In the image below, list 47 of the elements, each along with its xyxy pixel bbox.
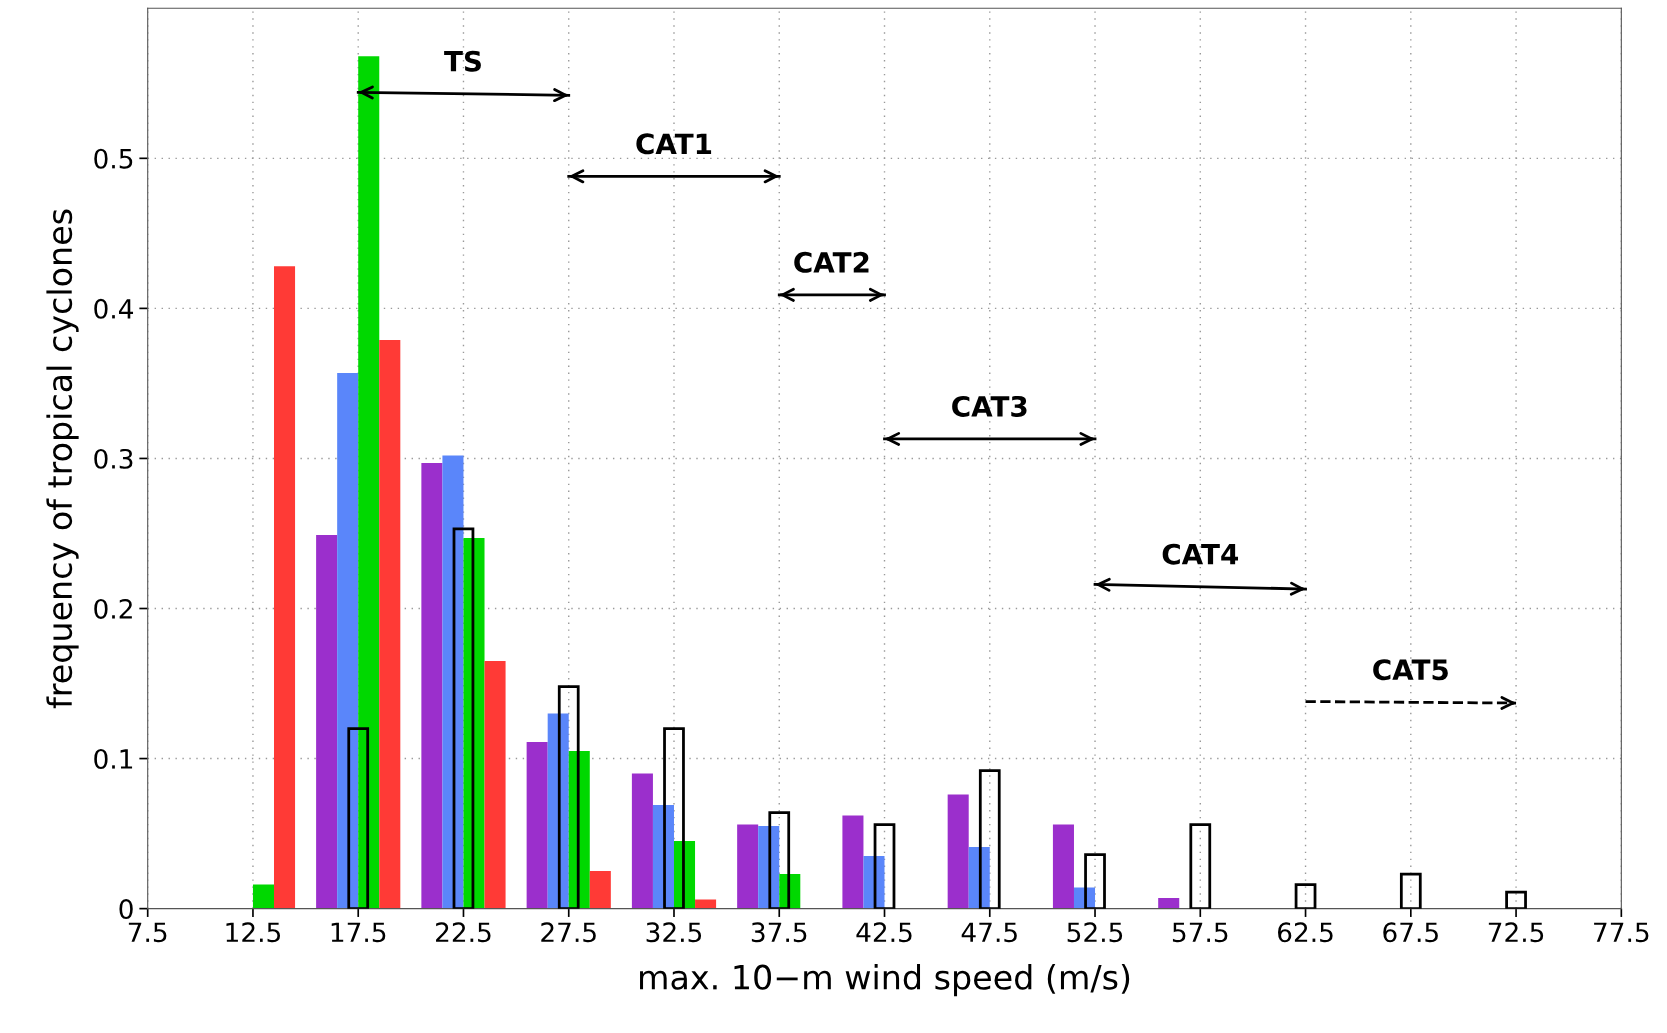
x-tick-label: 42.5 (856, 922, 912, 943)
y-tick-label: 0 (119, 899, 133, 920)
annotation: CAT3 (952, 395, 1027, 417)
y-tick-label: 0.5 (94, 148, 133, 169)
annotation: TS (444, 50, 481, 72)
annotation: CAT4 (1162, 543, 1239, 565)
bar (1158, 898, 1180, 909)
bar (526, 742, 548, 909)
x-tick-label: 22.5 (436, 922, 491, 943)
bar (947, 794, 969, 909)
bar (421, 462, 443, 909)
x-tick-label: 47.5 (961, 922, 1017, 943)
x-tick-label: 32.5 (646, 922, 702, 943)
annotation: CAT1 (636, 133, 712, 155)
bar (442, 455, 464, 909)
bar (1052, 824, 1074, 909)
x-tick-label: 12.5 (226, 922, 281, 943)
bar (589, 871, 611, 909)
x-tick-label: 57.5 (1172, 922, 1228, 943)
bar (842, 815, 864, 909)
x-tick-label: 62.5 (1278, 922, 1333, 943)
x-tick-label: 52.5 (1067, 922, 1123, 943)
bar (631, 773, 653, 909)
bar (252, 884, 275, 909)
bar (274, 266, 296, 909)
y-tick-label: 0.4 (94, 298, 134, 319)
y-tick-label: 0.2 (94, 598, 132, 619)
bar (316, 534, 338, 909)
bar (358, 56, 380, 909)
x-tick-label: 37.5 (751, 922, 807, 943)
x-tick-label: 77.5 (1594, 922, 1649, 943)
bar (379, 339, 401, 909)
annotation: CAT2 (794, 251, 869, 273)
x-tick-label: 7.5 (128, 922, 167, 943)
bar (337, 372, 359, 909)
x-tick-label: 72.5 (1488, 922, 1544, 943)
y-tick-label: 0.3 (94, 448, 133, 469)
bar (484, 661, 506, 909)
annotation: CAT5 (1373, 659, 1448, 681)
y-tick-label: 0.1 (94, 749, 133, 769)
bar (737, 824, 759, 909)
x-tick-label: 27.5 (541, 922, 596, 943)
bar (463, 537, 485, 909)
y-axis-title: frequency of tropical cyclones (46, 209, 79, 709)
x-axis-title: max. 10−m wind speed (m/s) (640, 964, 1130, 997)
x-tick-label: 67.5 (1383, 922, 1438, 943)
x-tick-label: 17.5 (331, 922, 386, 943)
